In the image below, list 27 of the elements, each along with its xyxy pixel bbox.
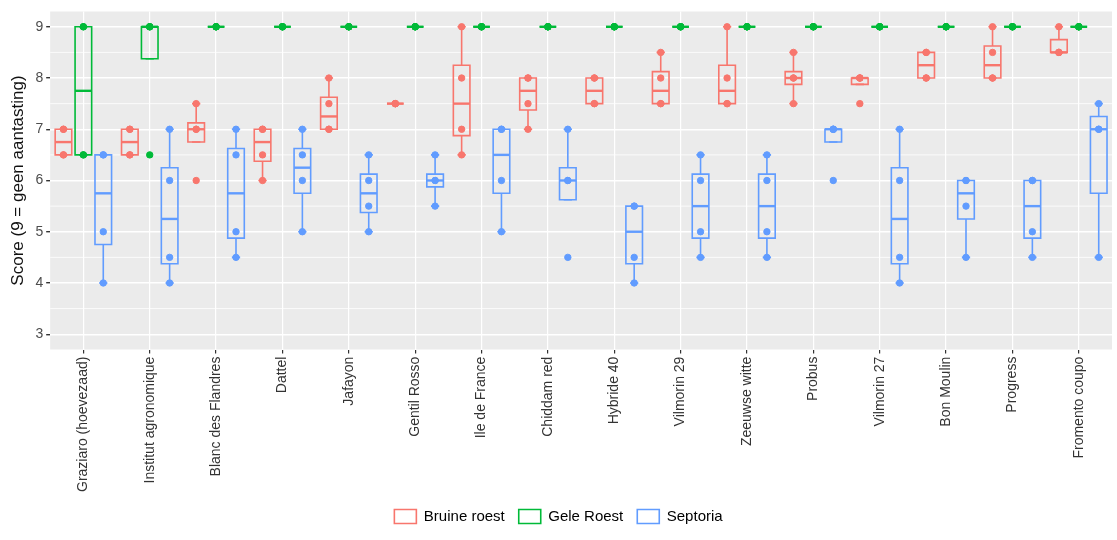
x-tick-label: Fromento coupo	[1069, 356, 1086, 459]
x-tick-label: Bon Moulin	[936, 356, 953, 427]
y-tick-label: 3	[35, 325, 44, 342]
x-tick-label: Gentil Rosso	[406, 356, 423, 437]
x-tick-label: Vilmorin 29	[671, 356, 688, 427]
y-tick-label: 8	[35, 68, 44, 85]
x-tick-label: Chiddam red	[538, 356, 555, 437]
x-tick-label: Jafayon	[339, 356, 356, 406]
legend-label: Septoria	[666, 506, 724, 524]
x-tick-label: Hybride 40	[605, 356, 622, 425]
legend-label: Gele Roest	[548, 506, 625, 524]
x-tick-label: Dattel	[273, 356, 290, 394]
x-tick-label: Probus	[804, 356, 821, 401]
x-tick-label: Graziaro (hoevezaad)	[74, 356, 91, 493]
y-tick-label: 4	[35, 273, 44, 290]
x-tick-label: Ile de France	[472, 356, 489, 439]
x-tick-label: Progress	[1003, 356, 1020, 413]
x-tick-label: Institut agronomique	[140, 356, 157, 484]
y-tick-label: 7	[35, 120, 44, 137]
x-tick-label: Vilmorin 27	[870, 356, 887, 427]
legend-label: Bruine roest	[423, 506, 506, 524]
y-axis-title: Score (9 = geen aantasting)	[7, 75, 27, 286]
x-tick-label: Blanc des Flandres	[206, 356, 223, 477]
x-tick-label: Zeeuwse witte	[737, 356, 754, 447]
y-tick-label: 6	[35, 171, 44, 188]
y-tick-label: 9	[35, 17, 44, 34]
y-tick-label: 5	[35, 222, 44, 239]
